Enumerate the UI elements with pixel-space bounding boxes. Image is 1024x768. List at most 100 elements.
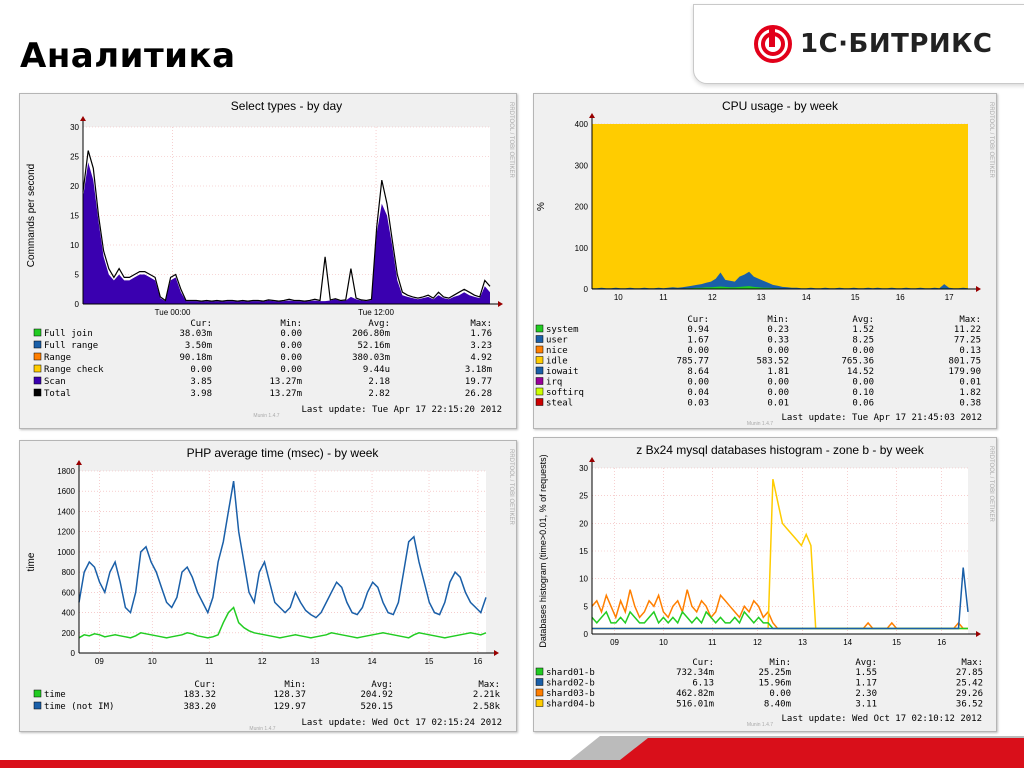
series-line-shard02-b (592, 567, 969, 630)
y-tick-label: 800 (62, 568, 76, 577)
legend-value-max: 4.92 (470, 353, 492, 363)
stats-header: Avg: (368, 319, 390, 329)
x-tick-label: Tue 00:00 (155, 308, 191, 317)
mysql-histogram-chart: z Bx24 mysql databases histogram - zone … (535, 443, 994, 728)
y-tick-label: 10 (579, 575, 588, 584)
legend-value-avg: 9.44u (363, 365, 390, 375)
y-tick-label: 30 (70, 123, 79, 132)
legend-value-max: 179.90 (948, 367, 981, 377)
legend-swatch (535, 678, 544, 686)
legend-name: iowait (546, 367, 579, 377)
legend-value-max: 801.75 (948, 357, 981, 367)
stats-header: Cur: (190, 319, 212, 329)
stats-header: Avg: (371, 680, 393, 690)
page-title: Аналитика (20, 36, 236, 76)
legend-value-cur: 0.03 (687, 399, 709, 409)
rrdtool-side-label: RRDTOOL / TOBI OETIKER (508, 449, 514, 525)
legend-value-cur: 38.03m (179, 329, 212, 339)
plot-area (79, 471, 486, 653)
legend-value-max: 1.82 (959, 388, 981, 398)
y-tick-label: 5 (584, 602, 589, 611)
legend-value-min: 0.00 (769, 689, 791, 699)
legend-swatch (535, 356, 544, 364)
legend-value-max: 0.13 (959, 346, 981, 356)
x-tick-label: 11 (708, 638, 717, 647)
y-tick-label: 20 (70, 182, 79, 191)
legend-name: idle (546, 357, 568, 367)
x-axis-arrow (976, 286, 981, 292)
legend-value-avg: 2.82 (368, 389, 390, 399)
legend-name: Total (44, 389, 71, 399)
legend-value-min: 128.37 (273, 690, 306, 700)
y-tick-label: 20 (579, 519, 588, 528)
legend-value-min: 129.97 (273, 702, 306, 712)
x-axis-arrow (494, 650, 499, 656)
y-tick-label: 25 (579, 492, 588, 501)
y-tick-label: 0 (584, 285, 589, 294)
stats-header: Max: (959, 315, 981, 325)
legend-value-avg: 2.30 (855, 689, 877, 699)
legend-swatch (33, 388, 42, 397)
legend-value-min: 8.40m (764, 700, 791, 710)
legend-value-avg: 1.52 (852, 325, 874, 335)
y-tick-label: 1600 (57, 487, 75, 496)
legend-value-avg: 0.06 (852, 399, 874, 409)
legend-name: shard04-b (546, 700, 595, 710)
y-tick-label: 10 (70, 241, 79, 250)
legend-value-cur: 383.20 (183, 702, 216, 712)
legend-swatch (535, 398, 544, 406)
logo-box: 1С·БИТРИКС (693, 4, 1024, 84)
legend-swatch (535, 335, 544, 343)
x-tick-label: 10 (148, 657, 157, 666)
legend-name: steal (546, 399, 573, 409)
legend-value-avg: 0.10 (852, 388, 874, 398)
legend-value-min: 0.01 (767, 399, 789, 409)
x-tick-label: 17 (945, 293, 954, 302)
legend-value-max: 2.58k (473, 702, 501, 712)
legend-value-avg: 8.25 (852, 336, 874, 346)
legend-name: shard03-b (546, 689, 595, 699)
stats-header: Cur: (194, 680, 216, 690)
legend-value-min: 0.23 (767, 325, 789, 335)
legend-name: Range (44, 353, 71, 363)
chart-panel-cpu-usage: CPU usage - by week RRDTOOL / TOBI OETIKE… (533, 93, 997, 429)
legend-name: user (546, 336, 568, 346)
y-axis-arrow (589, 457, 595, 462)
munin-version: Munin 1.4.7 (249, 726, 275, 731)
legend-value-min: 0.00 (280, 353, 302, 363)
rrdtool-side-label: RRDTOOL / TOBI OETIKER (988, 446, 994, 522)
last-update: Last update: Tue Apr 17 21:45:03 2012 (782, 413, 982, 423)
chart-title: Select types - by day (231, 99, 342, 113)
y-tick-label: 400 (575, 120, 589, 129)
legend-value-cur: 1.67 (687, 336, 709, 346)
legend-value-cur: 0.00 (190, 365, 212, 375)
legend-value-avg: 52.16m (357, 341, 390, 351)
chart-title: CPU usage - by week (722, 99, 839, 113)
y-tick-label: 600 (62, 588, 76, 597)
munin-version: Munin 1.4.7 (747, 722, 773, 728)
y-tick-label: 400 (62, 609, 76, 618)
x-axis-arrow (498, 301, 503, 307)
y-tick-label: 1000 (57, 548, 75, 557)
legend-value-avg: 765.36 (841, 357, 874, 367)
logo-text: 1С·БИТРИКС (800, 29, 993, 59)
legend-name: Full range (44, 341, 98, 351)
legend-swatch (33, 340, 42, 349)
legend-value-max: 0.38 (959, 399, 981, 409)
x-tick-label: 14 (368, 657, 377, 666)
stats-header: Cur: (687, 315, 709, 325)
series-area-idle (592, 124, 968, 289)
legend-value-max: 25.42 (956, 679, 983, 689)
legend-swatch (535, 699, 544, 707)
legend-value-min: 25.25m (758, 668, 791, 678)
legend-value-max: 36.52 (956, 700, 983, 710)
legend-name: Full join (44, 329, 93, 339)
legend-value-avg: 204.92 (360, 690, 393, 700)
legend-swatch (535, 366, 544, 375)
legend-value-avg: 380.03m (352, 353, 390, 363)
legend-value-max: 11.22 (954, 325, 981, 335)
stats-header: Avg: (852, 315, 874, 325)
bottom-red-bar (0, 736, 1024, 768)
stats-header: Max: (961, 658, 983, 668)
x-tick-label: 13 (798, 638, 807, 647)
